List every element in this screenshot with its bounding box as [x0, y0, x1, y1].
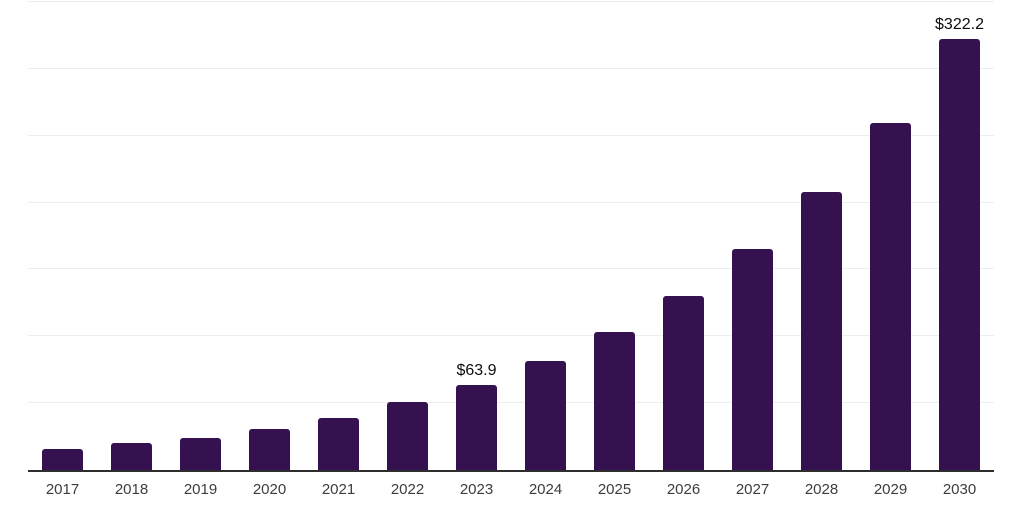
gridline-100 — [28, 335, 994, 337]
gridline-350 — [28, 1, 994, 2]
bar-slot-2019 — [166, 2, 235, 470]
bar-slot-2025 — [580, 2, 649, 470]
bar-2019 — [180, 437, 221, 470]
x-tick-2026: 2026 — [666, 481, 701, 498]
bar-slot-2022 — [373, 2, 442, 470]
bar-slot-2029 — [856, 2, 925, 470]
bar-2024 — [525, 361, 566, 470]
bars-row: $63.9 $322.2 — [28, 2, 994, 470]
x-tick-2024: 2024 — [528, 481, 563, 498]
value-label-2030: $322.2 — [935, 16, 984, 34]
gridline-250 — [28, 134, 994, 136]
bar-slot-2023: $63.9 — [442, 2, 511, 470]
x-tick-2019: 2019 — [183, 481, 218, 498]
x-tick-2017: 2017 — [45, 481, 80, 498]
x-tick-2020: 2020 — [252, 481, 287, 498]
bar-2025 — [594, 331, 635, 470]
bar-2026 — [663, 295, 704, 470]
bar-2030 — [939, 39, 980, 470]
x-tick-2025: 2025 — [597, 481, 632, 498]
x-tick-2030: 2030 — [942, 481, 977, 498]
bar-2022 — [387, 401, 428, 470]
bar-slot-2027 — [718, 2, 787, 470]
bar-slot-2030: $322.2 — [925, 2, 994, 470]
bar-2023 — [456, 384, 497, 470]
x-tick-2028: 2028 — [804, 481, 839, 498]
bar-2018 — [111, 442, 152, 470]
x-axis-labels: 2017 2018 2019 2020 2021 2022 2023 2024 2025 2026… — [28, 479, 994, 501]
x-axis-line — [28, 470, 994, 472]
x-tick-2027: 2027 — [735, 481, 770, 498]
x-tick-2021: 2021 — [321, 481, 356, 498]
bar-slot-2017 — [28, 2, 97, 470]
x-tick-2022: 2022 — [390, 481, 425, 498]
gridline-150 — [28, 268, 994, 270]
bar-slot-2018 — [97, 2, 166, 470]
plot-area: $63.9 $322.2 — [28, 1, 994, 472]
bar-slot-2028 — [787, 2, 856, 470]
bar-slot-2026 — [649, 2, 718, 470]
x-tick-2029: 2029 — [873, 481, 908, 498]
gridline-300 — [28, 67, 994, 69]
bar-slot-2024 — [511, 2, 580, 470]
bar-2021 — [318, 417, 359, 470]
bar-2027 — [732, 249, 773, 470]
bar-2020 — [249, 428, 290, 470]
bar-slot-2020 — [235, 2, 304, 470]
x-tick-2018: 2018 — [114, 481, 149, 498]
gridline-200 — [28, 201, 994, 203]
x-tick-2023: 2023 — [459, 481, 494, 498]
gridline-50 — [28, 402, 994, 404]
bar-2017 — [42, 448, 83, 470]
bar-slot-2021 — [304, 2, 373, 470]
bar-2029 — [870, 123, 911, 470]
bar-2028 — [801, 192, 842, 470]
value-label-2023: $63.9 — [456, 361, 497, 379]
